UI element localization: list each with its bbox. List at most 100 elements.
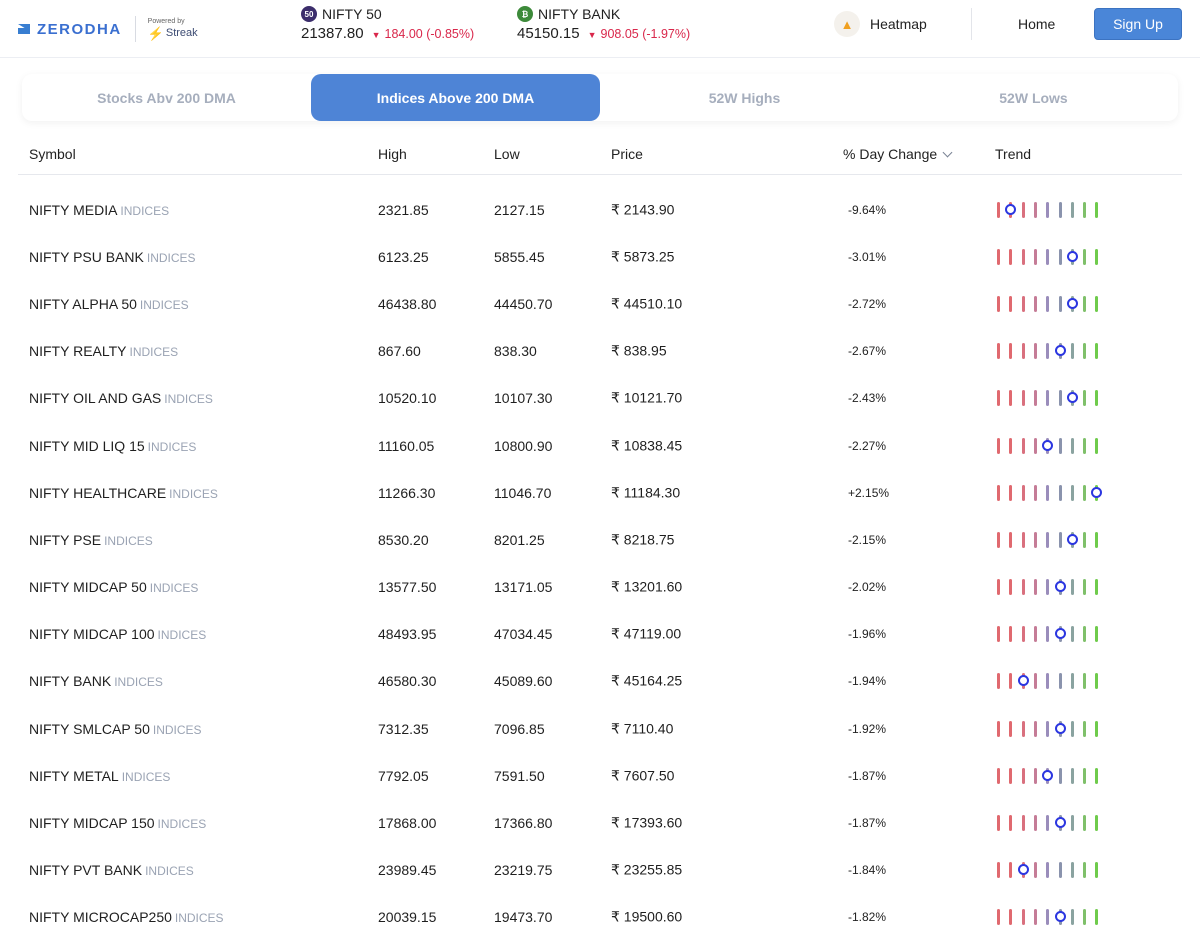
table-row[interactable]: NIFTY MIDCAP 50 INDICES 13577.50 13171.05 ₹ … [18,564,1182,611]
trend-indicator [997,908,1101,926]
trend-indicator [997,484,1103,502]
symbol-cell[interactable]: NIFTY MEDIA INDICES [29,202,169,218]
table-row[interactable]: NIFTY OIL AND GAS INDICES 10520.10 10107.30… [18,375,1182,422]
trend-tick [1009,531,1013,548]
symbol-tag: INDICES [164,392,213,407]
symbol-cell[interactable]: NIFTY HEALTHCARE INDICES [29,485,218,501]
trend-tick [1095,673,1099,690]
tab-52w-highs[interactable]: 52W Highs [708,89,781,106]
column-low[interactable]: Low [494,146,520,162]
symbol-cell[interactable]: NIFTY REALTY INDICES [29,343,178,359]
column-high[interactable]: High [378,146,407,162]
trend-tick [1009,673,1013,690]
high-cell: 11160.05 [378,437,435,454]
table-row[interactable]: NIFTY PVT BANK INDICES 23989.45 23219.75 ₹ 2… [18,847,1182,894]
ticker-nifty-bank[interactable]: ₿ NIFTY BANK 45150.15 ▼ 908.05 (-1.97%) [517,6,690,42]
tab-indices-above-200-dma[interactable]: Indices Above 200 DMA [311,74,600,121]
column-price[interactable]: Price [611,146,643,162]
trend-marker-icon [1066,533,1078,545]
table-row[interactable]: NIFTY REALTY INDICES 867.60 838.30 ₹ 838.95 -… [18,328,1182,375]
trend-tick [1070,579,1074,596]
high-cell: 11266.30 [378,484,436,501]
symbol-cell[interactable]: NIFTY OIL AND GAS INDICES [29,390,213,406]
trend-tick [1009,248,1013,265]
trend-marker-icon [1017,675,1029,687]
day-change-cell: -1.84% [848,863,887,878]
day-change-cell: -2.43% [848,391,887,406]
symbol-cell[interactable]: NIFTY PSE INDICES [29,532,153,548]
table-row[interactable]: NIFTY ALPHA 50 INDICES 46438.80 44450.70 ₹ 4… [18,280,1182,327]
symbol-name: NIFTY MEDIA [29,201,118,218]
logo-divider [134,16,136,42]
symbol-cell[interactable]: NIFTY BANK INDICES [29,673,163,689]
symbol-name: NIFTY BANK [29,673,112,690]
trend-tick [1058,673,1062,690]
streak-name: Streak [165,27,198,39]
heatmap-link[interactable]: ▲ Heatmap [834,11,927,37]
low-cell: 13171.05 [494,579,553,596]
trend-tick [1033,673,1037,690]
trend-tick [1033,248,1037,265]
tab-52w-lows[interactable]: 52W Lows [999,89,1068,106]
table-row[interactable]: NIFTY MIDCAP 100 INDICES 48493.95 47034.45 ₹… [18,611,1182,658]
trend-tick [1095,767,1099,784]
trend-tick [1095,909,1099,926]
home-link[interactable]: Home [1018,16,1056,32]
trend-tick [997,343,1000,360]
table-row[interactable]: NIFTY PSE INDICES 8530.20 8201.25 ₹ 8218.75 -… [18,516,1182,563]
high-cell: 46580.30 [378,673,437,690]
high-cell: 20039.15 [378,909,437,926]
symbol-cell[interactable]: NIFTY MICROCAP250 INDICES [29,909,224,925]
sign-up-button[interactable]: Sign Up [1094,8,1182,40]
column-day-change[interactable]: % Day Change [843,146,953,162]
symbol-cell[interactable]: NIFTY SMLCAP 50 INDICES [29,721,202,737]
table-row[interactable]: NIFTY PSU BANK INDICES 6123.25 5855.45 ₹ 587… [18,233,1182,280]
price-cell: ₹ 19500.60 [611,908,683,925]
trend-tick [1046,484,1050,501]
symbol-cell[interactable]: NIFTY MIDCAP 100 INDICES [29,626,206,642]
ticker-value: 45150.15 [517,25,580,42]
symbol-cell[interactable]: NIFTY PVT BANK INDICES [29,862,194,878]
symbol-cell[interactable]: NIFTY MIDCAP 150 INDICES [29,815,206,831]
table-row[interactable]: NIFTY METAL INDICES 7792.05 7591.50 ₹ 7607.5… [18,752,1182,799]
trend-tick [1046,626,1050,643]
screener-tabs: Stocks Abv 200 DMA Indices Above 200 DMA… [22,74,1178,121]
table-row[interactable]: NIFTY HEALTHCARE INDICES 11266.30 11046.70 ₹… [18,469,1182,516]
symbol-cell[interactable]: NIFTY ALPHA 50 INDICES [29,296,189,312]
symbol-name: NIFTY PSU BANK [29,248,144,265]
symbol-cell[interactable]: NIFTY PSU BANK INDICES [29,249,196,265]
column-symbol[interactable]: Symbol [29,146,76,162]
table-row[interactable]: NIFTY MICROCAP250 INDICES 20039.15 19473.70… [18,894,1182,941]
trend-marker-icon [1066,250,1078,262]
table-row[interactable]: NIFTY MIDCAP 150 INDICES 17868.00 17366.80 ₹… [18,799,1182,846]
trend-tick [1033,437,1037,454]
symbol-cell[interactable]: NIFTY METAL INDICES [29,768,170,784]
symbol-cell[interactable]: NIFTY MID LIQ 15 INDICES [29,438,196,454]
trend-tick [1009,720,1013,737]
trend-marker-icon [1054,911,1066,923]
trend-tick [1058,248,1062,265]
symbol-tag: INDICES [149,581,199,596]
day-change-cell: +2.15% [848,485,890,500]
table-row[interactable]: NIFTY MEDIA INDICES 2321.85 2127.15 ₹ 2143.9… [18,186,1182,233]
header-divider [971,8,972,40]
low-cell: 11046.70 [494,484,552,501]
ticker-change: 184.00 (-0.85%) [384,27,475,41]
high-cell: 2321.85 [378,201,429,218]
ticker-name: NIFTY 50 [322,6,382,22]
symbol-name: NIFTY HEALTHCARE [29,484,167,501]
trend-tick [1083,909,1087,926]
table-row[interactable]: NIFTY BANK INDICES 46580.30 45089.60 ₹ 45164… [18,658,1182,705]
zerodha-logo[interactable]: ZERODHA Powered by ⚡ Streak [18,16,198,42]
top-header: ZERODHA Powered by ⚡ Streak 50 NIFTY 50 … [0,0,1200,58]
high-cell: 7312.35 [378,720,429,737]
trend-tick [997,673,1000,690]
symbol-cell[interactable]: NIFTY MIDCAP 50 INDICES [29,579,198,595]
trend-indicator [997,389,1101,407]
ticker-nifty-50[interactable]: 50 NIFTY 50 21387.80 ▼ 184.00 (-0.85%) [301,6,474,42]
trend-tick [1009,626,1013,643]
tab-stocks-above-200-dma[interactable]: Stocks Abv 200 DMA [97,89,236,106]
day-change-cell: -1.87% [848,816,887,831]
table-row[interactable]: NIFTY MID LIQ 15 INDICES 11160.05 10800.90 ₹… [18,422,1182,469]
table-row[interactable]: NIFTY SMLCAP 50 INDICES 7312.35 7096.85 ₹ 71… [18,705,1182,752]
